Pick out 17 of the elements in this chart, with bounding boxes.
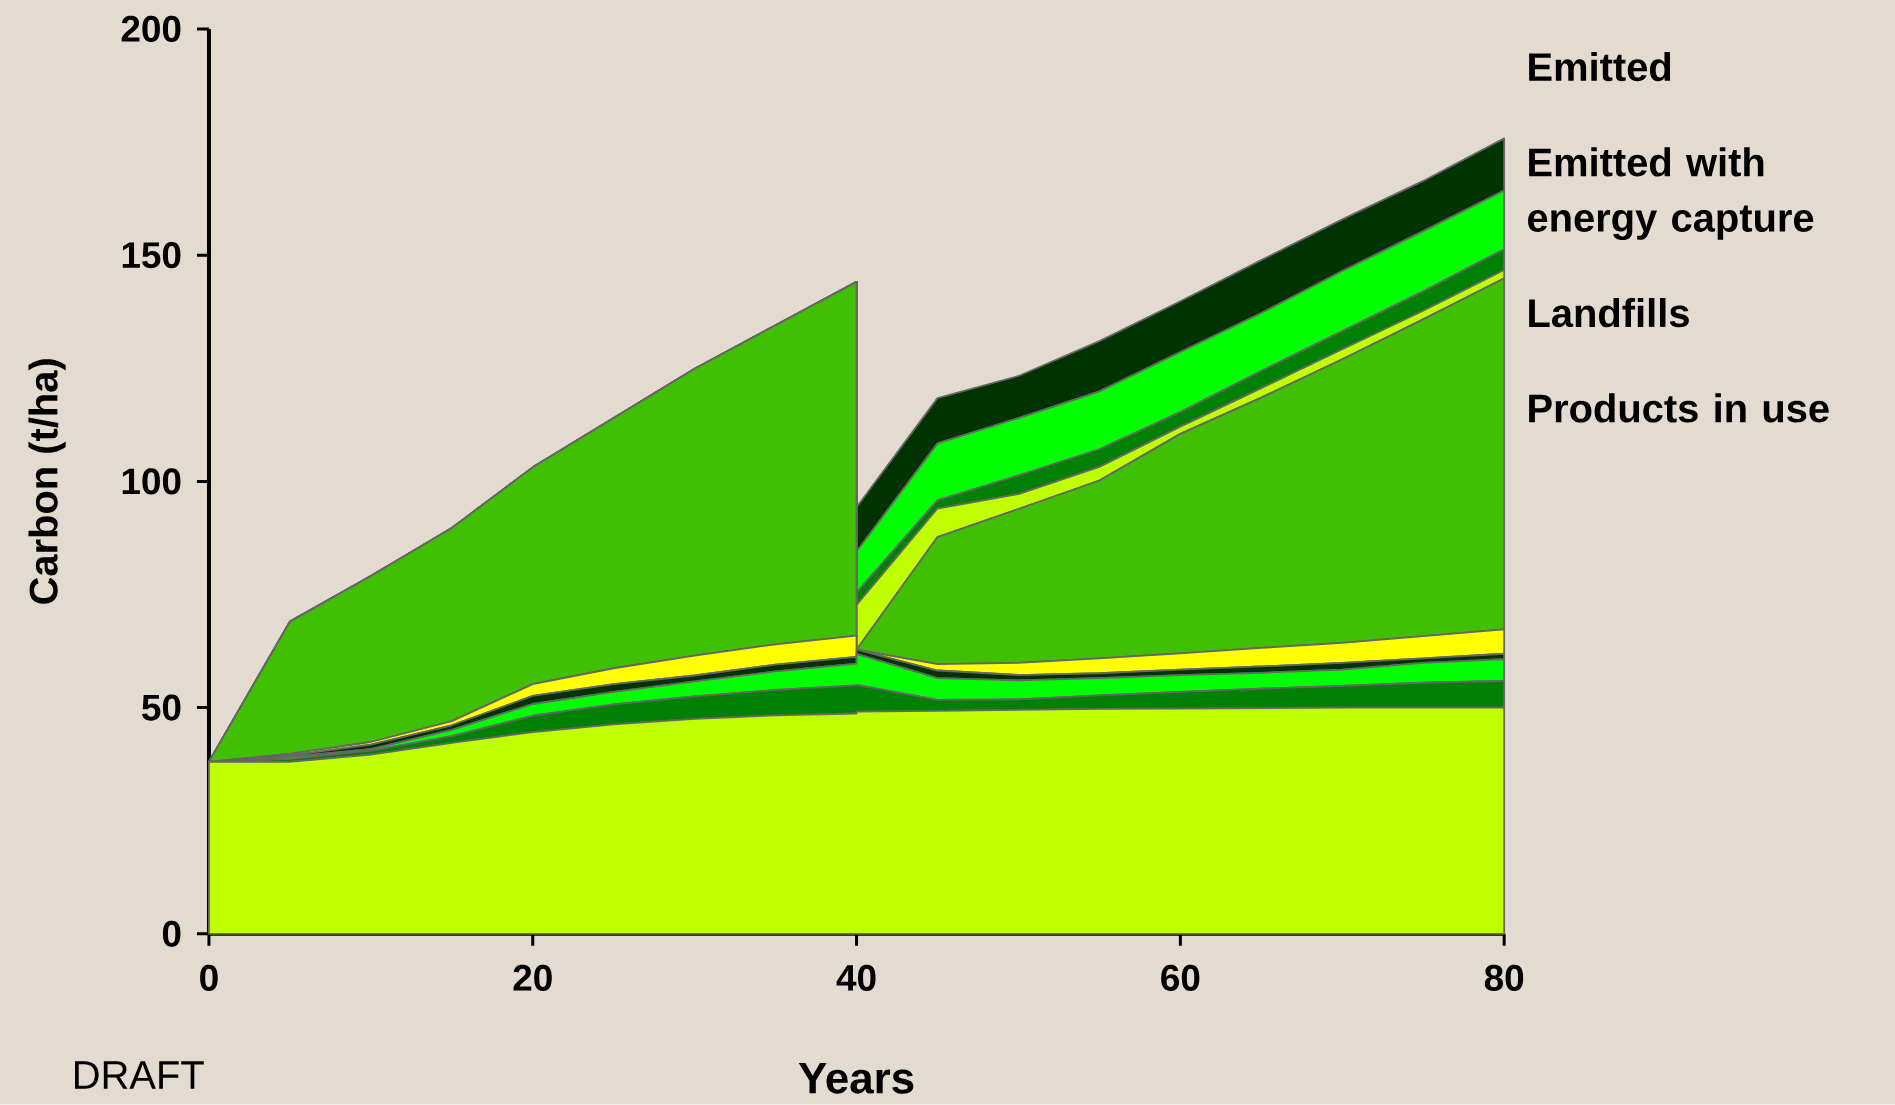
x-tick-label: 40 xyxy=(836,964,876,992)
text: Products in use xyxy=(1529,393,1829,423)
x-tick-label: 0 xyxy=(200,964,218,992)
series-label: Landfills xyxy=(1529,298,1689,328)
y-axis-title: Carbon (t/ha) xyxy=(28,359,66,604)
x-axis-title: Years xyxy=(798,1063,914,1094)
x-tick-label: 60 xyxy=(1161,964,1200,992)
text: DRAFT xyxy=(75,1061,204,1089)
series-label: Emitted with energy capture xyxy=(1528,147,1814,241)
y-tick-label: 200 xyxy=(121,15,181,43)
y-tick-label: 50 xyxy=(142,694,181,721)
y-tick-label: 0 xyxy=(162,920,181,948)
y-tick-label: 150 xyxy=(122,242,181,269)
series-label: Emitted xyxy=(1529,52,1671,82)
x-tick-label: 80 xyxy=(1484,964,1524,992)
x-tick-label: 20 xyxy=(513,964,552,992)
y-tick-label: 100 xyxy=(122,468,181,495)
